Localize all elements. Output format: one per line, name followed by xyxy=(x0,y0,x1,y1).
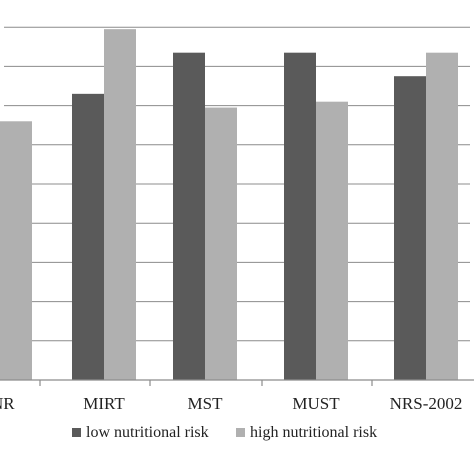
category-label: MIRT xyxy=(83,394,125,413)
bar-high-nr xyxy=(0,121,32,380)
category-label: -NR xyxy=(0,394,15,413)
bar-low-mirt xyxy=(72,93,104,380)
bar-low-must xyxy=(284,52,316,381)
legend-swatch-high xyxy=(236,428,245,437)
category-labels: -NR MIRT MST MUST NRS-2002 xyxy=(0,394,462,413)
category-label: MUST xyxy=(292,394,340,413)
bar-high-nrs2002 xyxy=(426,52,458,381)
bar-low-mst xyxy=(173,52,205,381)
bar-high-mst xyxy=(205,107,237,380)
category-label: MST xyxy=(188,394,224,413)
category-label: NRS-2002 xyxy=(390,394,463,413)
bar-high-mirt xyxy=(104,29,136,380)
legend: low nutritional risk high nutritional ris… xyxy=(72,424,377,441)
legend-label-high: high nutritional risk xyxy=(250,424,377,441)
bar-low-nrs2002 xyxy=(394,76,426,380)
legend-label-low: low nutritional risk xyxy=(86,424,209,441)
bars xyxy=(0,29,458,381)
bar-high-must xyxy=(316,101,348,381)
legend-swatch-low xyxy=(72,428,81,437)
x-axis xyxy=(0,379,474,386)
